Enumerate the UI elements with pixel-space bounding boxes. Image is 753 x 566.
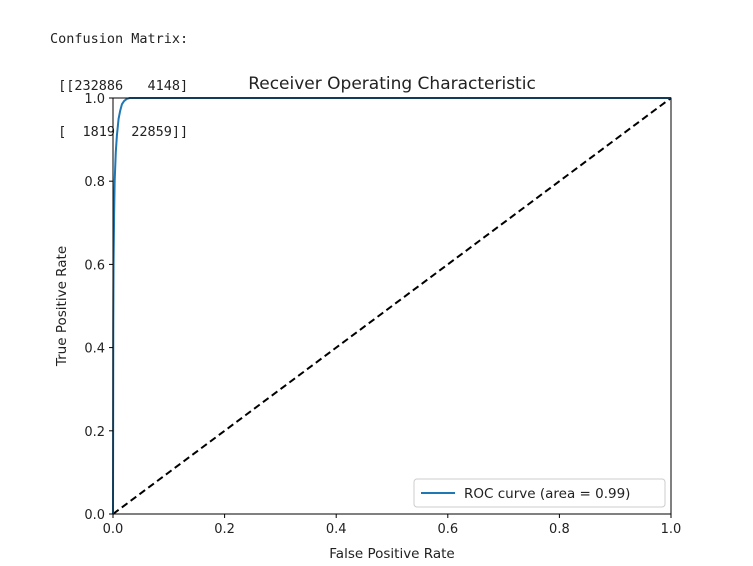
diagonal-reference-line xyxy=(112,97,672,515)
legend: ROC curve (area = 0.99) xyxy=(413,478,666,508)
legend-label: ROC curve (area = 0.99) xyxy=(464,486,630,502)
x-tick-label: 1.0 xyxy=(661,522,682,537)
console-line: Confusion Matrix: xyxy=(50,31,189,47)
x-tick-label: 0.0 xyxy=(103,522,124,537)
y-tick-label: 0.0 xyxy=(84,508,105,523)
x-tick-label: 0.6 xyxy=(437,522,458,537)
chart-title: Receiver Operating Characteristic xyxy=(248,74,536,94)
x-tick-label: 0.4 xyxy=(326,522,347,537)
axis-ticks: 0.0 0.2 0.4 0.6 0.8 1.0 0.0 0.2 0.4 0.6 0.8 1.0 xyxy=(84,92,681,537)
legend-box xyxy=(413,478,666,508)
y-tick-label: 0.6 xyxy=(84,258,105,273)
console-output: Confusion Matrix: [[232886 4148] [ 1819 … xyxy=(50,1,188,156)
y-axis-label: True Positive Rate xyxy=(54,246,70,367)
console-line: [ 1819 22859]] xyxy=(50,124,189,140)
x-axis-label: False Positive Rate xyxy=(329,546,454,562)
x-tick-label: 0.2 xyxy=(214,522,235,537)
y-tick-label: 1.0 xyxy=(84,92,105,107)
y-tick-label: 0.8 xyxy=(84,175,105,190)
y-tick-label: 0.2 xyxy=(84,425,105,440)
console-line: [[232886 4148] xyxy=(50,77,189,94)
y-tick-label: 0.4 xyxy=(84,342,105,357)
x-tick-label: 0.8 xyxy=(549,522,570,537)
plot-frame xyxy=(112,97,672,515)
plot-area xyxy=(112,97,672,515)
